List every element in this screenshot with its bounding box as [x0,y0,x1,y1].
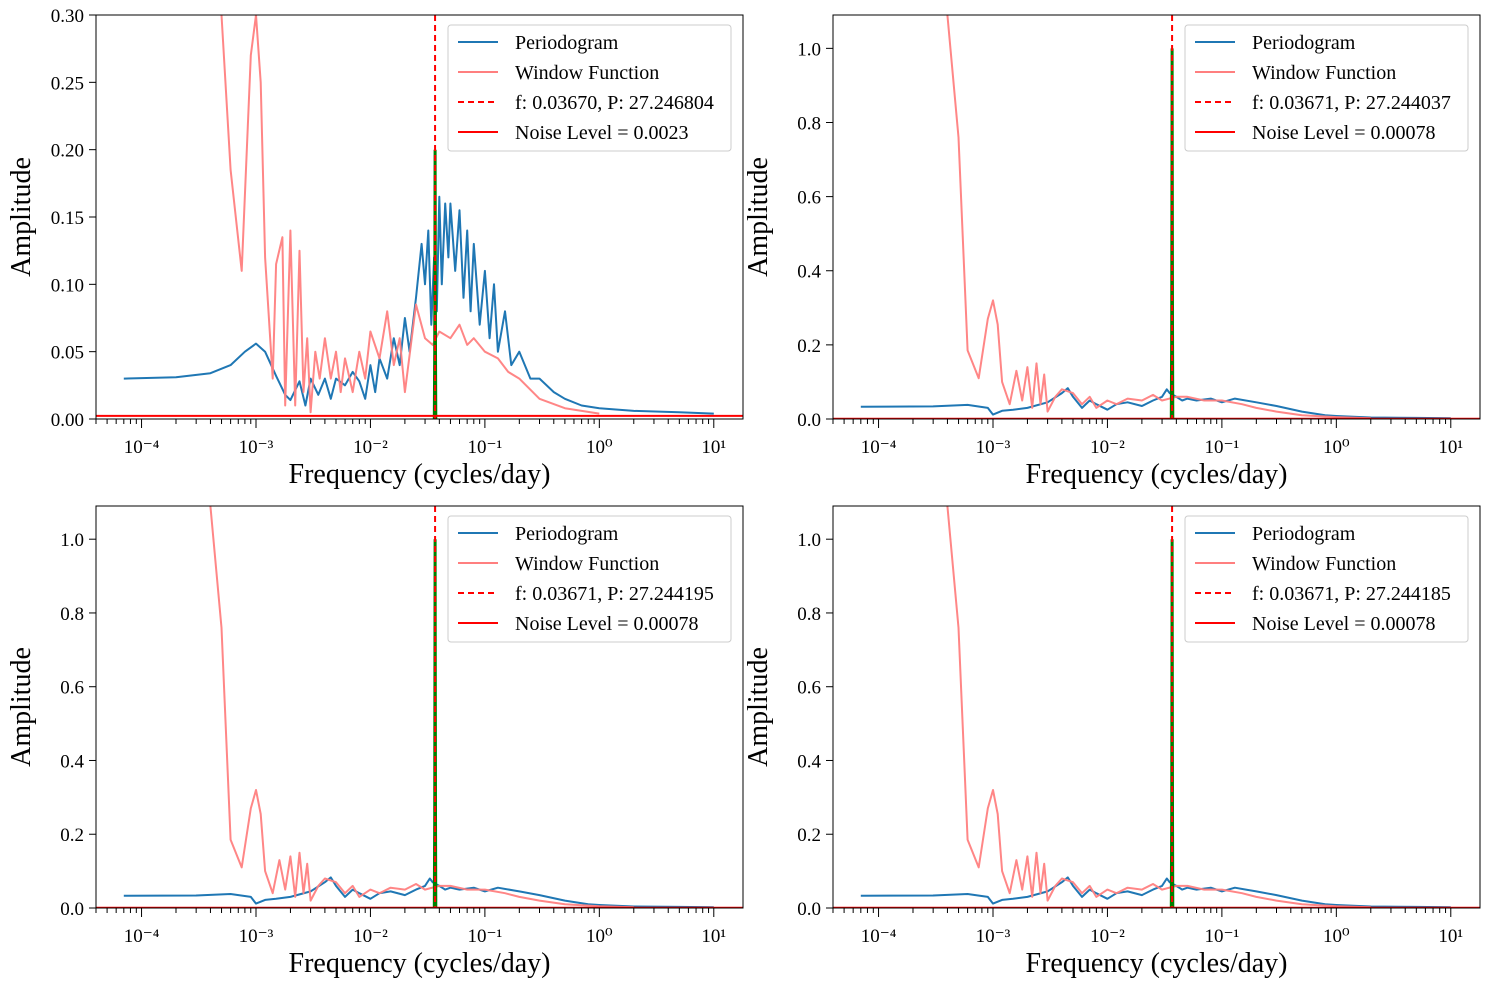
y-tick-label: 1.0 [60,530,84,551]
legend-window-function-label: Window Function [515,62,659,84]
legend-peak-frequency-label: f: 0.03671, P: 27.244037 [1252,92,1451,114]
x-tick-label: 10⁻¹ [468,437,503,458]
y-tick-label: 0.30 [51,6,84,27]
x-tick-label: 10⁻² [353,437,388,458]
y-axis-label: Amplitude [6,647,37,767]
legend-window-function-label: Window Function [515,553,659,575]
x-tick-label: 10⁻³ [239,926,274,947]
x-axis-label: Frequency (cycles/day) [289,459,551,490]
y-tick-label: 1.0 [797,530,821,551]
y-tick-label: 0.4 [797,262,821,283]
x-tick-label: 10¹ [701,926,726,947]
x-tick-label: 10⁻⁴ [124,926,160,947]
legend-periodogram-label: Periodogram [515,32,619,54]
legend-noise-level-label: Noise Level = 0.00078 [1252,122,1435,144]
y-tick-label: 0.8 [797,604,821,625]
x-tick-label: 10⁻² [1090,437,1125,458]
x-axis-label: Frequency (cycles/day) [1026,948,1288,979]
legend: Periodogram Window Function f: 0.03670, P:… [448,25,731,151]
legend-peak-frequency-label: f: 0.03671, P: 27.244185 [1252,583,1451,605]
peak-highlight-line [434,539,436,908]
y-tick-label: 0.4 [797,751,821,772]
y-axis-label: Amplitude [743,157,774,277]
y-axis-label: Amplitude [743,647,774,767]
y-tick-label: 0.00 [51,410,84,431]
y-tick-label: 0.25 [51,73,84,94]
y-tick-label: 0.0 [797,899,821,920]
x-tick-label: 10⁰ [586,926,613,947]
legend-noise-level-label: Noise Level = 0.00078 [515,613,698,635]
y-axis-label: Amplitude [6,157,37,277]
x-tick-label: 10⁻⁴ [861,926,897,947]
y-tick-label: 0.05 [51,343,84,364]
y-tick-label: 0.6 [797,188,821,209]
legend-periodogram-label: Periodogram [1252,523,1356,545]
y-tick-label: 1.0 [797,39,821,60]
legend-periodogram-label: Periodogram [1252,32,1356,54]
y-tick-label: 0.20 [51,141,84,162]
x-tick-label: 10⁻¹ [1205,437,1240,458]
y-tick-label: 0.10 [51,275,84,296]
x-tick-label: 10⁰ [1323,926,1350,947]
x-tick-label: 10⁰ [1323,437,1350,458]
x-axis-label: Frequency (cycles/day) [289,948,551,979]
x-tick-label: 10¹ [1438,926,1463,947]
x-tick-label: 10¹ [701,437,726,458]
y-tick-label: 0.8 [797,113,821,134]
x-tick-label: 10⁻¹ [1205,926,1240,947]
x-tick-label: 10⁻² [1090,926,1125,947]
x-tick-label: 10⁻³ [976,926,1011,947]
legend-noise-level-label: Noise Level = 0.0023 [515,122,688,144]
legend-peak-frequency-label: f: 0.03670, P: 27.246804 [515,92,714,114]
x-tick-label: 10⁻⁴ [861,437,897,458]
legend-peak-frequency-label: f: 0.03671, P: 27.244195 [515,583,714,605]
y-tick-label: 0.6 [797,678,821,699]
x-tick-label: 10⁰ [586,437,613,458]
x-tick-label: 10¹ [1438,437,1463,458]
y-tick-label: 0.15 [51,208,84,229]
peak-highlight-line [1171,48,1173,419]
y-tick-label: 0.2 [60,825,84,846]
legend-noise-level-label: Noise Level = 0.00078 [1252,613,1435,635]
y-tick-label: 0.0 [797,410,821,431]
legend-window-function-label: Window Function [1252,62,1396,84]
y-tick-label: 0.6 [60,678,84,699]
legend-window-function-label: Window Function [1252,553,1396,575]
y-tick-label: 0.2 [797,336,821,357]
x-tick-label: 10⁻³ [239,437,274,458]
y-tick-label: 0.0 [60,899,84,920]
x-tick-label: 10⁻³ [976,437,1011,458]
y-tick-label: 0.8 [60,604,84,625]
legend: Periodogram Window Function f: 0.03671, P:… [1185,516,1468,642]
x-tick-label: 10⁻¹ [468,926,503,947]
legend-periodogram-label: Periodogram [515,523,619,545]
x-tick-label: 10⁻⁴ [124,437,160,458]
x-tick-label: 10⁻² [353,926,388,947]
x-axis-label: Frequency (cycles/day) [1026,459,1288,490]
legend: Periodogram Window Function f: 0.03671, P:… [448,516,731,642]
y-tick-label: 0.2 [797,825,821,846]
legend: Periodogram Window Function f: 0.03671, P:… [1185,25,1468,151]
y-tick-label: 0.4 [60,751,84,772]
peak-highlight-line [1171,539,1173,908]
